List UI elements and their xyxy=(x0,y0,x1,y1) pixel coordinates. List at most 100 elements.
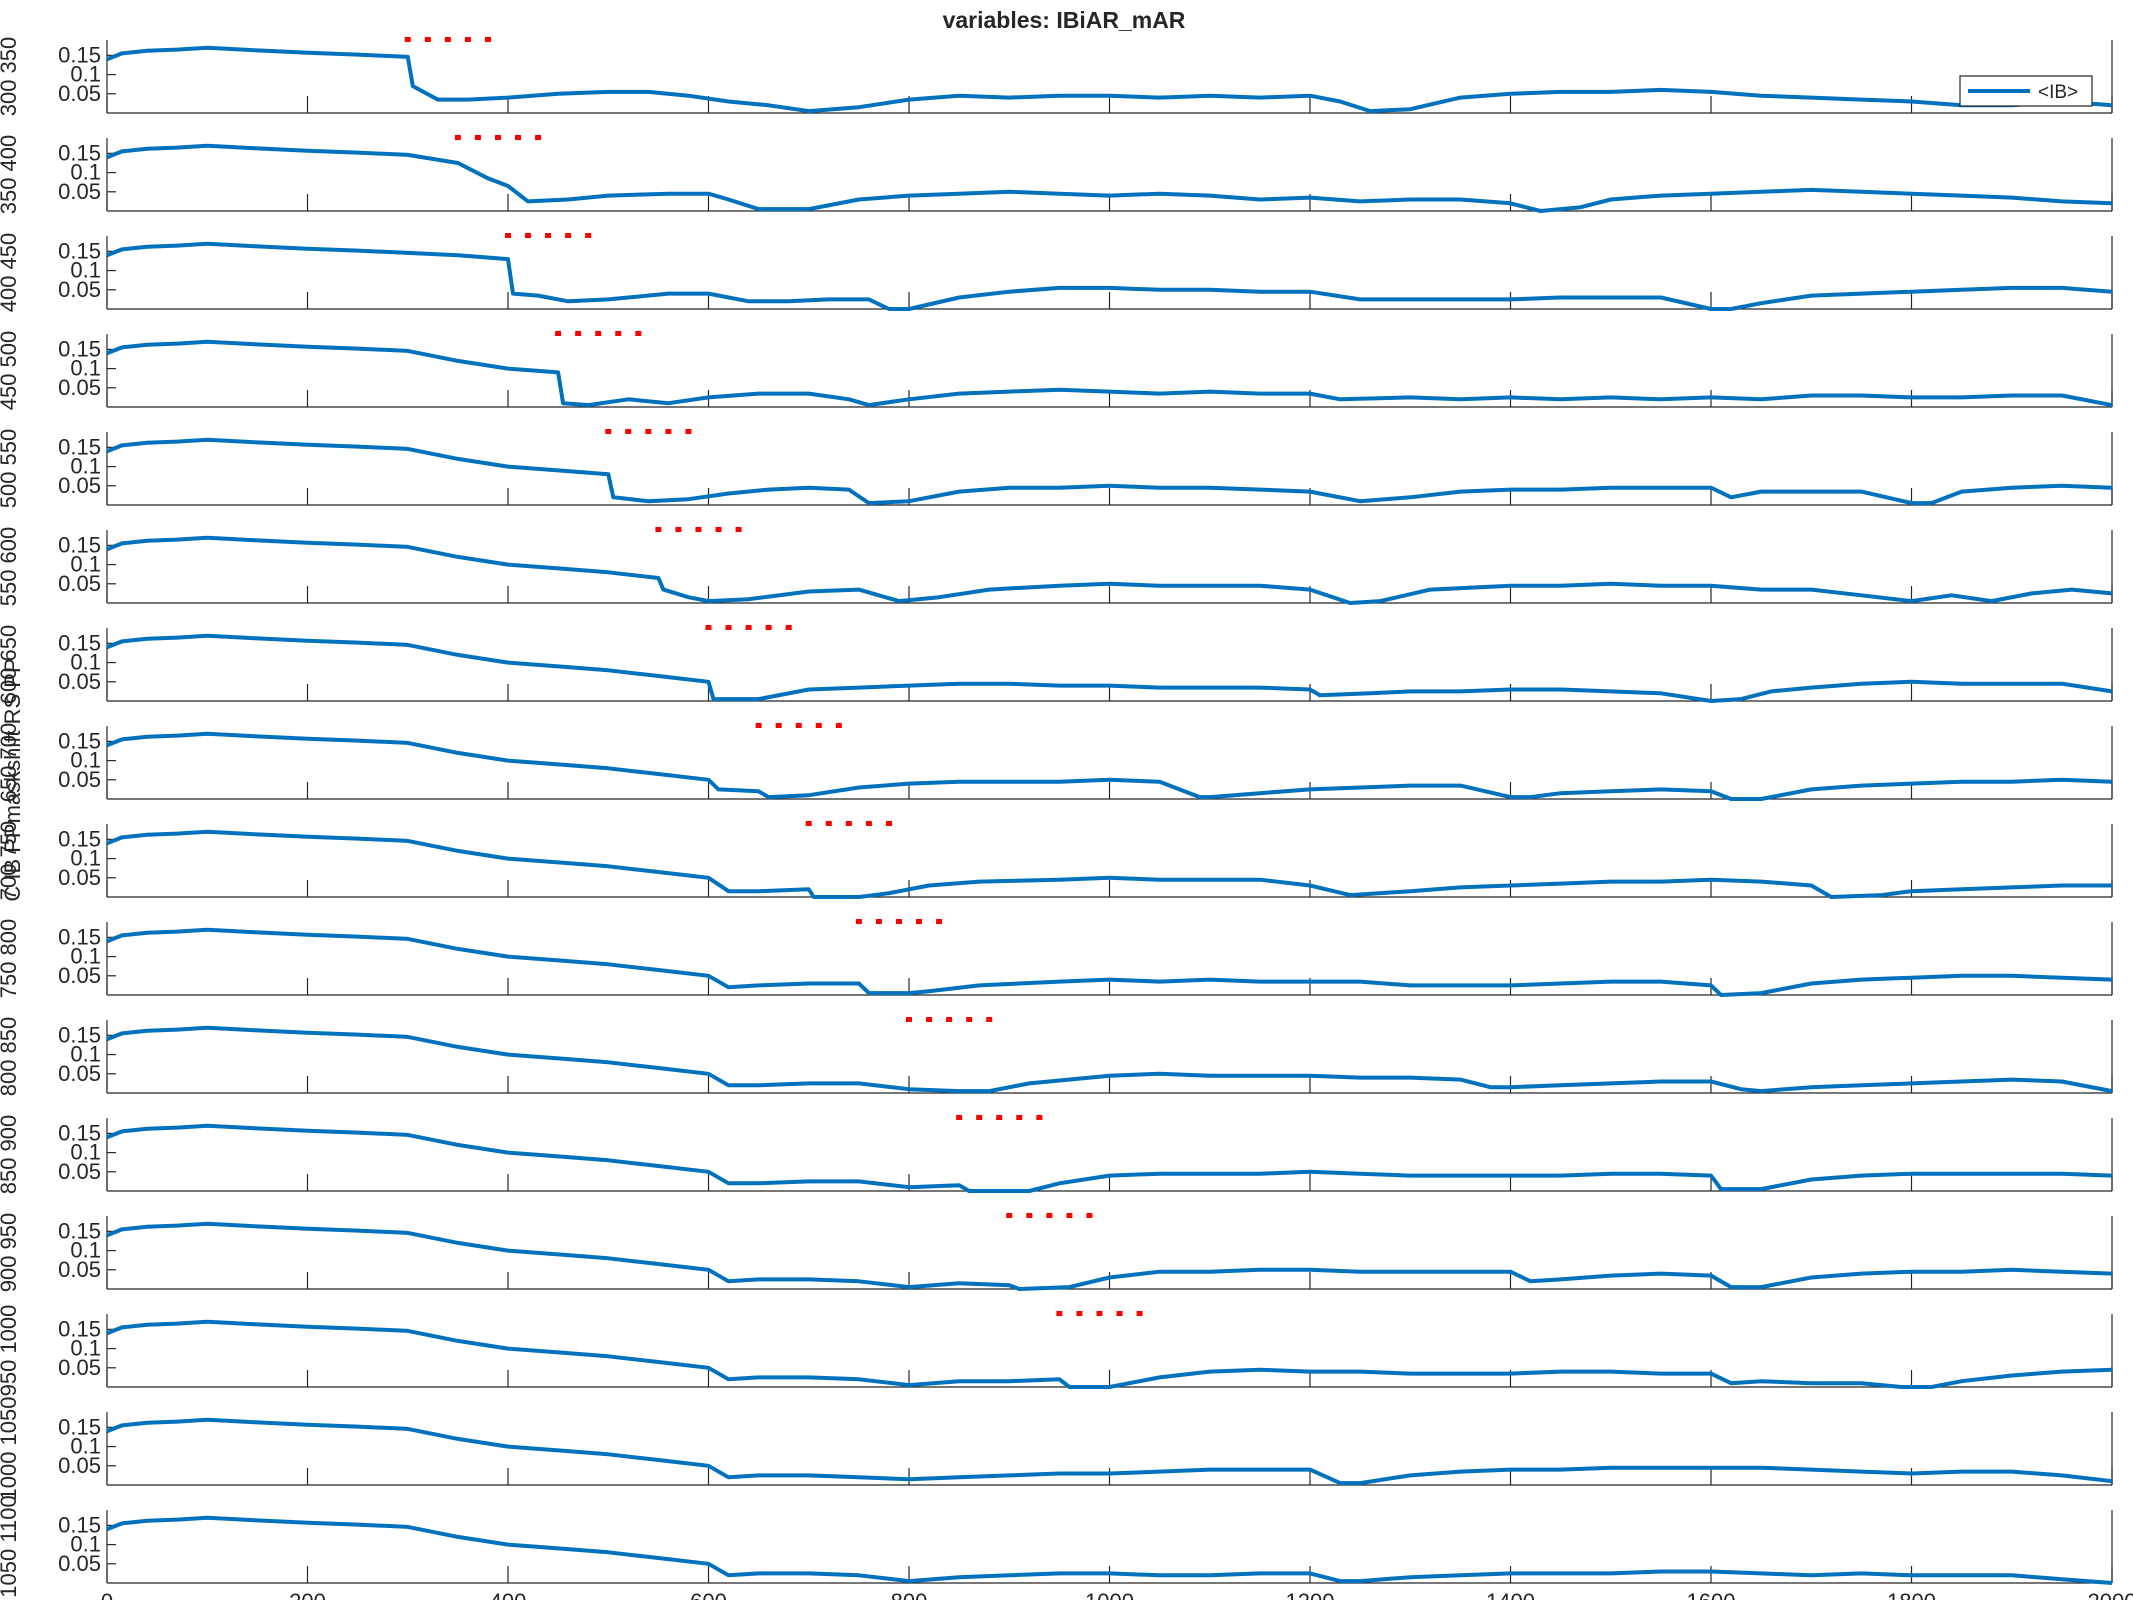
panel-side-label: 450 500 xyxy=(0,331,21,411)
y-tick-label: 0.1 xyxy=(70,748,101,773)
mask-marker xyxy=(555,331,562,336)
panel-2: 0.050.10.15 350 400 xyxy=(0,135,2113,214)
y-tick-label: 0.15 xyxy=(58,42,101,67)
mask-marker xyxy=(595,331,602,336)
y-tick-label: 0.05 xyxy=(58,1551,101,1576)
y-tick-label: 0.05 xyxy=(58,669,101,694)
panel-side-label: 700 750 xyxy=(0,821,21,901)
x-tick-label: 200 xyxy=(289,1589,326,1600)
series-line xyxy=(106,1221,2113,1291)
mask-marker xyxy=(715,527,722,532)
y-tick-label: 0.1 xyxy=(70,62,101,87)
y-tick-label: 0.1 xyxy=(70,1532,101,1557)
y-tick-label: 0.1 xyxy=(70,1434,101,1459)
y-tick-label: 0.05 xyxy=(58,1061,101,1086)
mask-marker xyxy=(505,233,511,238)
y-tick-label: 0.05 xyxy=(58,1355,101,1380)
legend-label: <IB> xyxy=(2038,82,2078,103)
y-tick-label: 0.05 xyxy=(58,277,101,302)
mask-marker xyxy=(585,233,592,238)
panel-12: 0.050.10.15 850 900 xyxy=(0,1115,2113,1195)
y-tick-label: 0.15 xyxy=(58,924,101,949)
series-line xyxy=(106,1417,2113,1486)
mask-marker xyxy=(705,625,712,630)
y-axis-label: C IB PPmaskshift RS PP xyxy=(0,658,25,901)
y-tick-label: 0.15 xyxy=(58,1512,101,1537)
y-tick-label: 0.05 xyxy=(58,81,101,106)
y-tick-label: 0.15 xyxy=(58,1316,101,1341)
y-tick-label: 0.1 xyxy=(70,650,101,675)
panel-side-label: 500 550 xyxy=(0,429,21,509)
legend: <IB> xyxy=(1959,75,2093,107)
panel-side-label: 300 350 xyxy=(0,37,21,117)
y-tick-label: 0.15 xyxy=(58,728,101,753)
y-tick-label: 0.15 xyxy=(58,434,101,459)
mask-marker xyxy=(605,429,612,434)
y-tick-label: 0.1 xyxy=(70,1140,101,1165)
mask-marker xyxy=(815,723,822,728)
panel-6: 0.050.10.15 550 600 xyxy=(0,527,2113,607)
series-line xyxy=(106,535,2113,605)
y-tick-label: 0.1 xyxy=(70,258,101,283)
y-tick-label: 0.15 xyxy=(58,826,101,851)
y-tick-label: 0.15 xyxy=(58,336,101,361)
panel-11: 0.050.10.15 800 850 xyxy=(0,1017,2113,1097)
y-tick-label: 0.05 xyxy=(58,179,101,204)
panel-side-label: 550 600 xyxy=(0,527,21,607)
mask-marker xyxy=(1136,1311,1143,1316)
panel-9: 0.050.10.15 700 750 xyxy=(0,821,2113,901)
mask-marker xyxy=(865,821,872,826)
x-tick-label: 1200 xyxy=(1286,1589,1335,1600)
mask-marker xyxy=(755,723,762,728)
panel-side-label: 850 900 xyxy=(0,1115,21,1195)
mask-marker xyxy=(424,37,431,42)
mask-marker xyxy=(735,527,742,532)
x-tick-label: 1600 xyxy=(1687,1589,1736,1600)
x-tick-label: 1000 xyxy=(1085,1589,1134,1600)
mask-marker xyxy=(725,625,732,630)
panel-8: 0.050.10.15 650 700 xyxy=(0,723,2113,803)
panel-side-label: 900 950 xyxy=(0,1213,21,1293)
panel-10: 0.050.10.15 750 800 xyxy=(0,919,2113,998)
mask-marker xyxy=(565,233,572,238)
mask-marker xyxy=(1036,1115,1043,1120)
x-tick-label: 0 xyxy=(101,1589,113,1600)
series-line xyxy=(106,1025,2113,1094)
y-tick-label: 0.15 xyxy=(58,1120,101,1145)
mask-marker xyxy=(835,723,842,728)
chart-title: variables: IBiAR_mAR xyxy=(943,7,1186,33)
y-tick-label: 0.15 xyxy=(58,1218,101,1243)
mask-marker xyxy=(464,37,471,42)
mask-marker xyxy=(875,919,882,924)
mask-marker xyxy=(986,1017,993,1022)
panel-15: 0.050.10.15 1000 1050 xyxy=(0,1397,2113,1501)
mask-marker xyxy=(1116,1311,1123,1316)
series-line xyxy=(106,143,2113,213)
mask-marker xyxy=(695,527,702,532)
panel-14: 0.050.10.15 950 1000 xyxy=(0,1305,2113,1396)
series-line xyxy=(106,1123,2113,1193)
mask-marker xyxy=(625,429,632,434)
x-tick-label: 1800 xyxy=(1887,1589,1936,1600)
mask-marker xyxy=(956,1115,963,1120)
mask-marker xyxy=(645,429,652,434)
x-tick-labels: 0 200 400 600 800 1000 1200 1400 1600 1800 2000 xyxy=(101,1589,2133,1600)
y-tick-label: 0.1 xyxy=(70,1336,101,1361)
mask-marker xyxy=(825,821,832,826)
y-tick-label: 0.15 xyxy=(58,238,101,263)
y-tick-label: 0.05 xyxy=(58,1257,101,1282)
y-tick-label: 0.05 xyxy=(58,963,101,988)
mask-marker xyxy=(795,723,802,728)
mask-marker xyxy=(1006,1213,1013,1218)
mask-marker xyxy=(454,135,461,140)
mask-marker xyxy=(775,723,782,728)
mask-marker xyxy=(785,625,792,630)
y-tick-label: 0.05 xyxy=(58,571,101,596)
mask-marker xyxy=(895,919,902,924)
panel-side-label: 650 700 xyxy=(0,723,21,803)
y-tick-label: 0.1 xyxy=(70,944,101,969)
panel-side-label: 800 850 xyxy=(0,1017,21,1097)
y-tick-label: 0.1 xyxy=(70,356,101,381)
